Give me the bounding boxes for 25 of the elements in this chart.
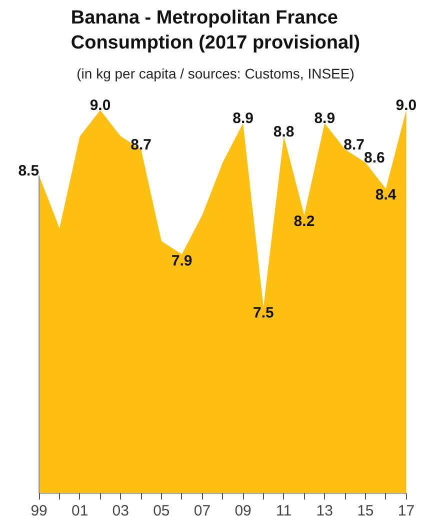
x-tick-label: 07 <box>194 502 211 518</box>
data-label: 9.0 <box>90 97 111 114</box>
x-tick-label: 99 <box>30 502 48 518</box>
data-label: 8.2 <box>294 212 315 230</box>
x-tick-label: 15 <box>357 502 374 518</box>
chart-title: Banana - Metropolitan France Consumption (2017 provisional) <box>70 7 360 54</box>
x-tick-label: 17 <box>398 502 415 518</box>
x-tick-label: 05 <box>153 502 170 518</box>
data-label: 8.5 <box>18 162 40 180</box>
data-label: 9.0 <box>396 97 417 114</box>
data-label: 8.6 <box>364 150 385 167</box>
data-label: 8.8 <box>273 123 294 140</box>
chart-subtitle: (in kg per capita / sources: Customs, INSEE) <box>76 66 354 82</box>
x-tick-label: 13 <box>316 502 333 518</box>
data-label: 8.4 <box>375 186 397 204</box>
data-label: 8.7 <box>130 136 152 154</box>
data-label: 7.5 <box>253 304 274 322</box>
data-label: 8.9 <box>314 110 336 128</box>
data-label: 8.7 <box>344 136 364 154</box>
data-label: 7.9 <box>171 252 192 270</box>
x-tick-label: 11 <box>276 502 292 518</box>
x-tick-label: 09 <box>234 502 252 518</box>
data-label: 8.9 <box>232 110 254 128</box>
x-tick-label: 01 <box>72 502 88 518</box>
x-tick-label: 03 <box>112 502 129 518</box>
